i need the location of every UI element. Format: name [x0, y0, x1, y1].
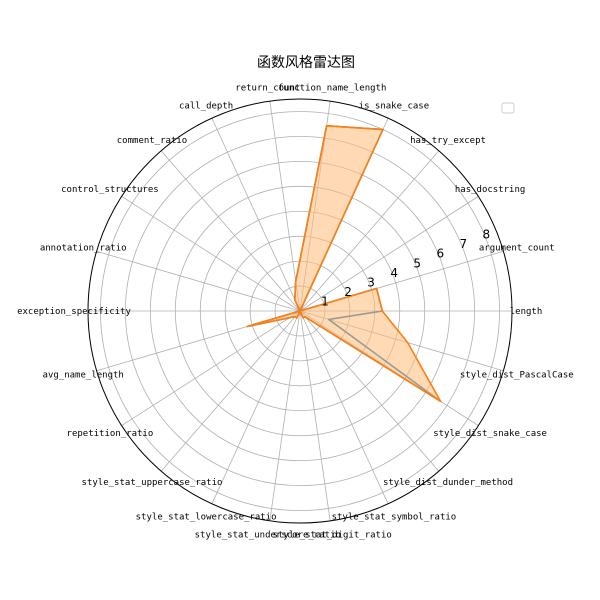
radial-tick-label: 3: [367, 275, 375, 289]
category-label: style_dist_dunder_method: [383, 478, 513, 488]
grid-spoke: [121, 310, 301, 426]
category-label: argument_count: [479, 243, 555, 253]
series-polygon: [246, 125, 442, 403]
radial-tick-labels: 1 2 3 4 5 6 7 8: [321, 228, 490, 309]
radial-tick-label: 8: [482, 228, 490, 242]
outer-frame: [87, 98, 513, 524]
category-label: style_stat_underscore_ratio: [195, 531, 341, 541]
category-label: style_stat_symbol_ratio: [332, 513, 457, 523]
grid-spoke: [211, 310, 301, 505]
category-label: style_stat_uppercase_ratio: [82, 478, 223, 488]
category-label: avg_name_length: [43, 371, 124, 381]
category-label: style_dist_PascalCase: [460, 371, 574, 381]
radial-tick-label: 6: [436, 247, 444, 261]
category-labels: length argument_count has_docstring has_try…: [17, 83, 574, 540]
grid-spoke: [121, 196, 301, 312]
grid-spoke: [160, 150, 301, 312]
category-label: style_stat_lowercase_ratio: [136, 513, 277, 523]
category-label: length: [510, 307, 543, 317]
grid-spoke: [211, 117, 301, 312]
category-label: return_count: [235, 83, 300, 93]
radar-series: [246, 125, 442, 403]
category-label: is_snake_case: [359, 101, 429, 111]
category-label: function_name_length: [278, 83, 386, 93]
category-label: repetition_ratio: [67, 429, 154, 439]
grid-spoke: [299, 310, 331, 521]
grid-spoke: [96, 250, 301, 312]
category-label: control_structures: [61, 185, 159, 195]
category-label: annotation_ratio: [40, 243, 127, 253]
category-label: style_dist_snake_case: [433, 429, 547, 439]
radial-tick-label: 5: [413, 256, 421, 270]
grid-spoke: [299, 150, 440, 312]
legend: [501, 102, 515, 114]
category-label: exception_specificity: [17, 307, 131, 317]
category-label: comment_ratio: [117, 136, 187, 146]
category-label: style_stat_digit_ratio: [273, 531, 392, 541]
category-label: call_depth: [179, 101, 233, 111]
radial-tick-label: 4: [390, 266, 398, 280]
grid-spoke: [299, 310, 389, 505]
grid-spoke: [299, 310, 440, 472]
grid-spoke: [160, 310, 301, 472]
radial-tick-label: 7: [459, 237, 467, 251]
category-label: has_docstring: [455, 185, 525, 195]
grid-spoke: [269, 101, 301, 312]
category-label: has_try_except: [410, 136, 486, 146]
radial-tick-label: 1: [321, 295, 329, 309]
grid-spoke: [269, 310, 301, 521]
grid-spoke: [299, 196, 479, 312]
chart-title: 函数风格雷达图: [257, 55, 355, 71]
radial-tick-label: 2: [344, 285, 352, 299]
